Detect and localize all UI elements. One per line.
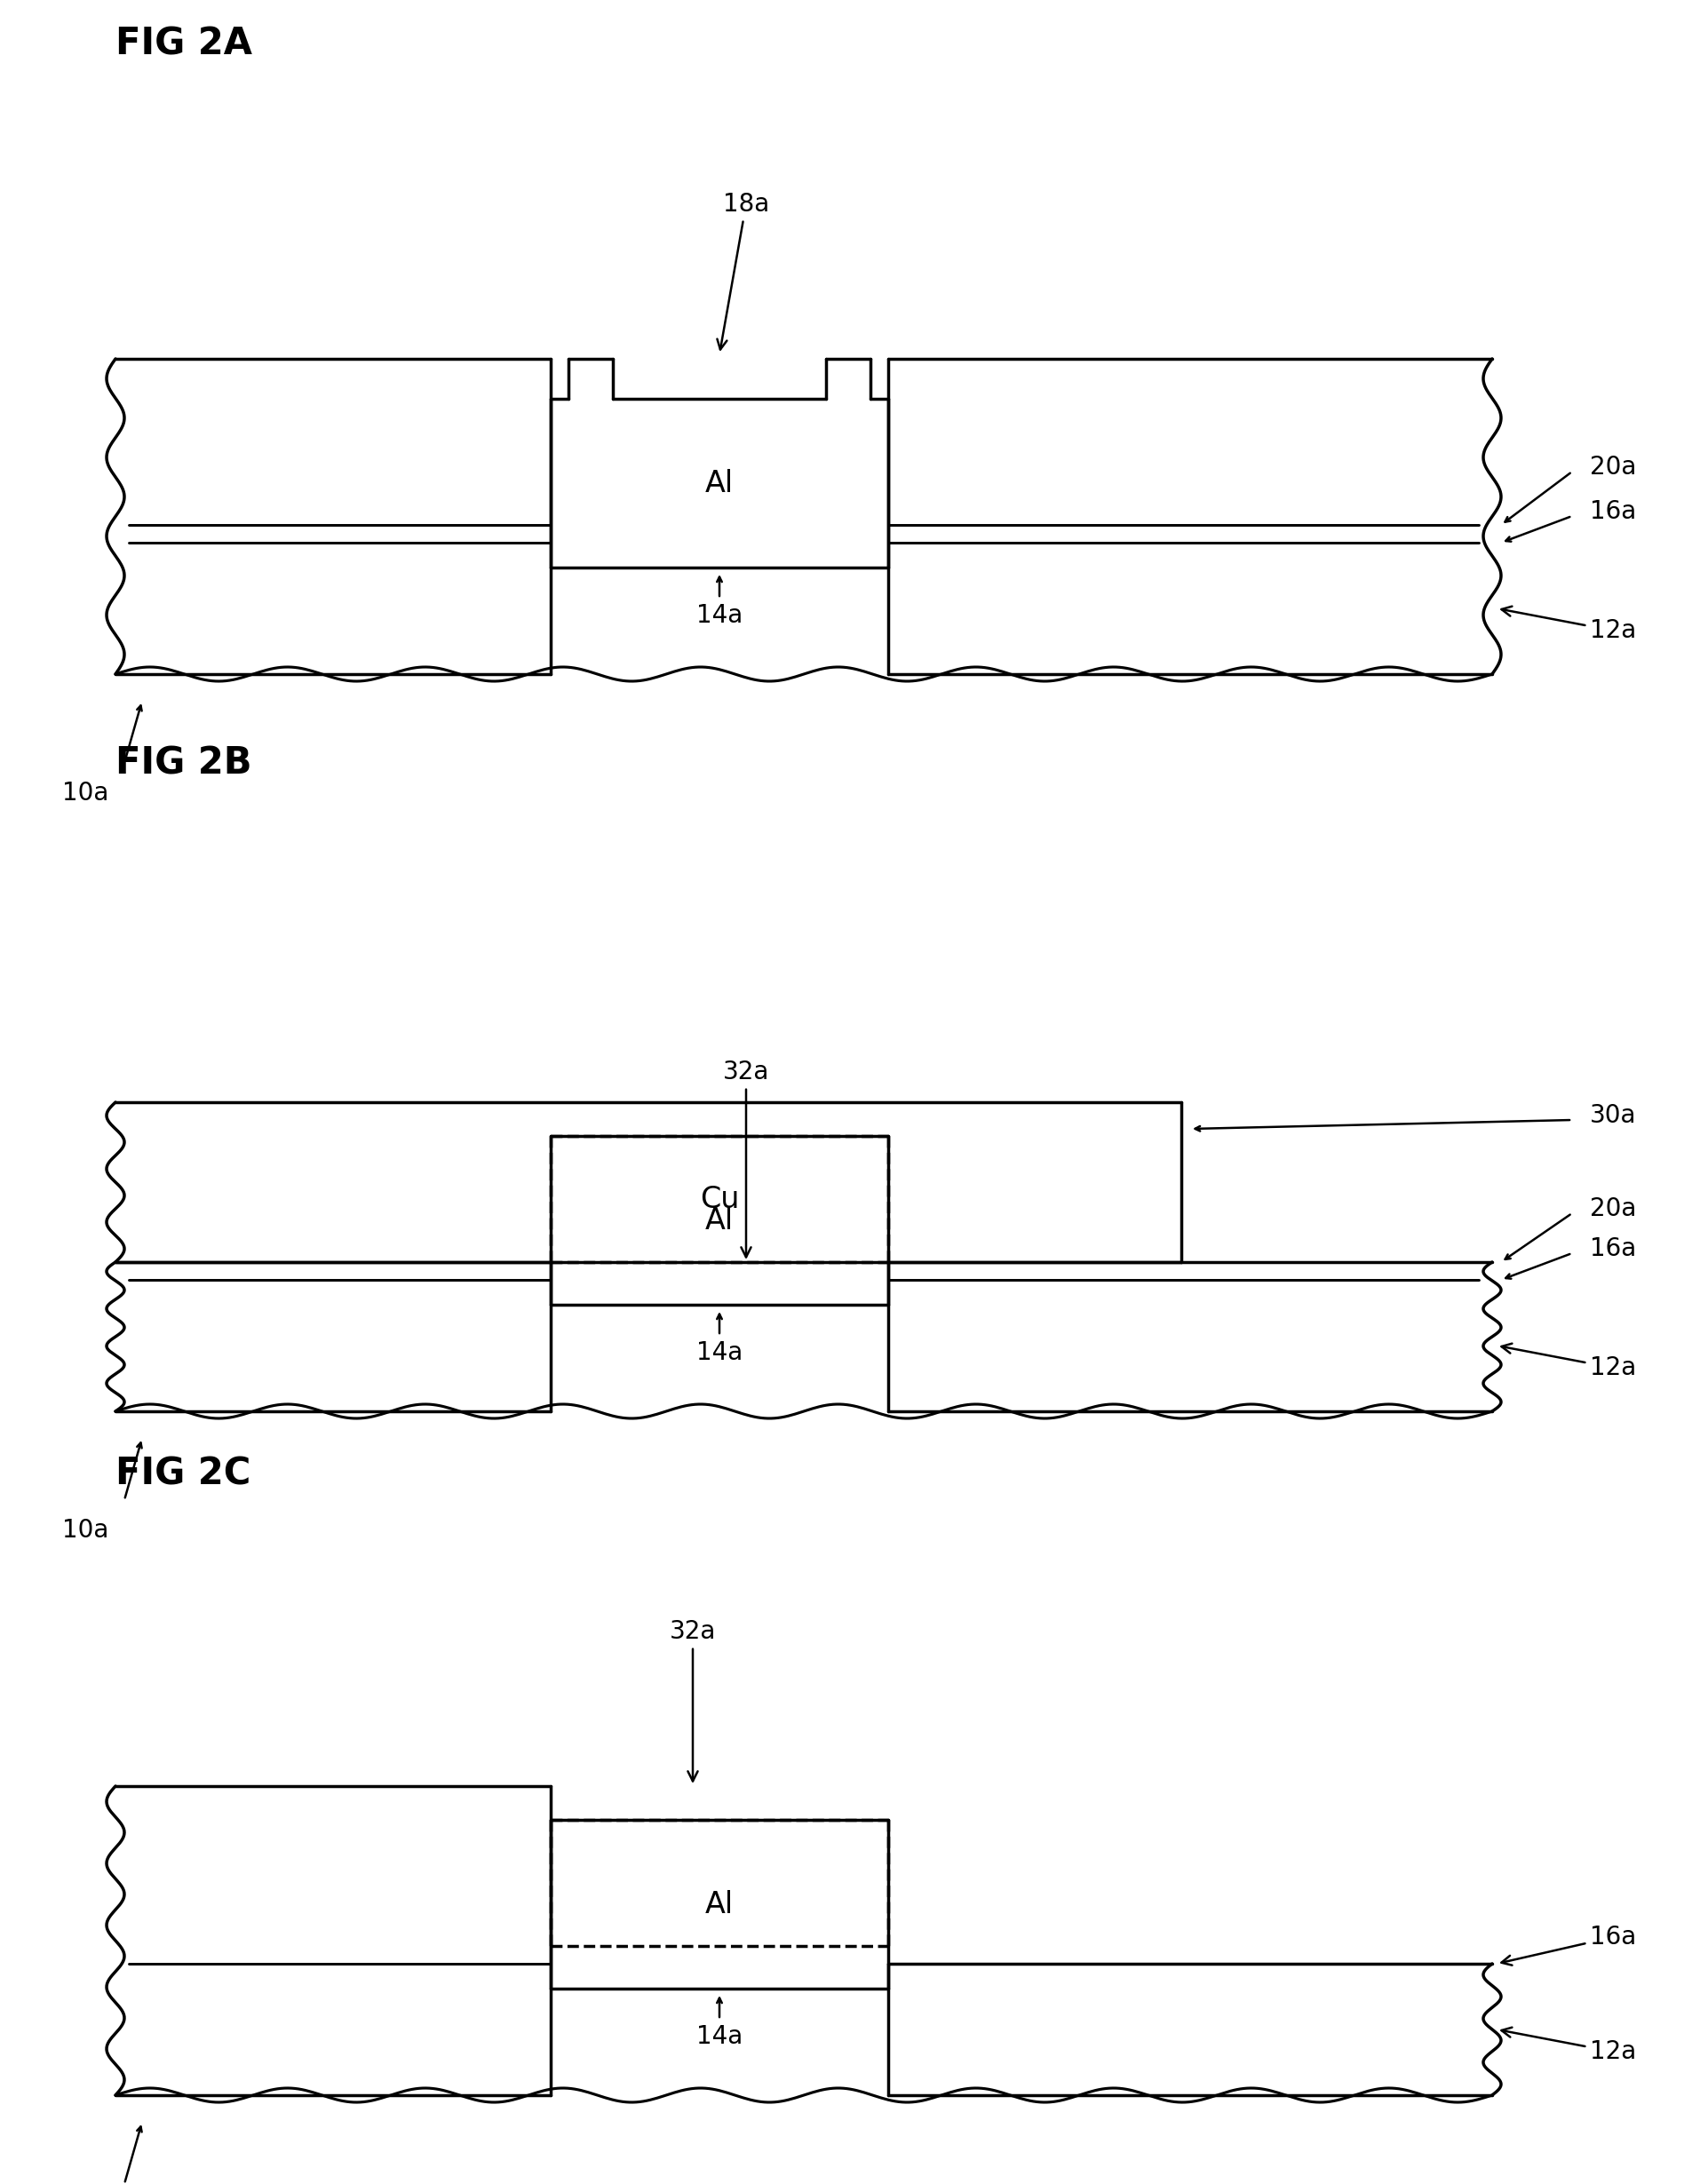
Text: 12a: 12a: [1501, 2027, 1635, 2064]
Text: Al: Al: [706, 470, 733, 498]
Text: 10a: 10a: [63, 1518, 109, 1542]
Text: 18a: 18a: [717, 192, 768, 349]
Text: 14a: 14a: [695, 2025, 743, 2049]
Text: 20a: 20a: [1590, 1197, 1635, 1221]
Text: 20a: 20a: [1590, 454, 1635, 480]
Text: 12a: 12a: [1501, 607, 1635, 642]
Text: 12a: 12a: [1501, 1343, 1635, 1380]
Text: 16a: 16a: [1590, 1236, 1635, 1260]
Text: 30a: 30a: [1590, 1103, 1635, 1127]
Text: 16a: 16a: [1501, 1924, 1635, 1966]
Text: 32a: 32a: [722, 1059, 768, 1258]
Text: 10a: 10a: [63, 780, 109, 806]
Text: 16a: 16a: [1590, 500, 1635, 524]
Text: FIG 2A: FIG 2A: [116, 26, 252, 63]
Text: FIG 2B: FIG 2B: [116, 745, 252, 782]
Text: Cu: Cu: [699, 1184, 740, 1214]
Text: 14a: 14a: [695, 1341, 743, 1365]
Text: 14a: 14a: [695, 603, 743, 629]
Text: 32a: 32a: [670, 1618, 716, 1782]
Text: FIG 2C: FIG 2C: [116, 1457, 250, 1494]
Text: Al: Al: [706, 1206, 733, 1234]
Text: Al: Al: [706, 1889, 733, 1920]
